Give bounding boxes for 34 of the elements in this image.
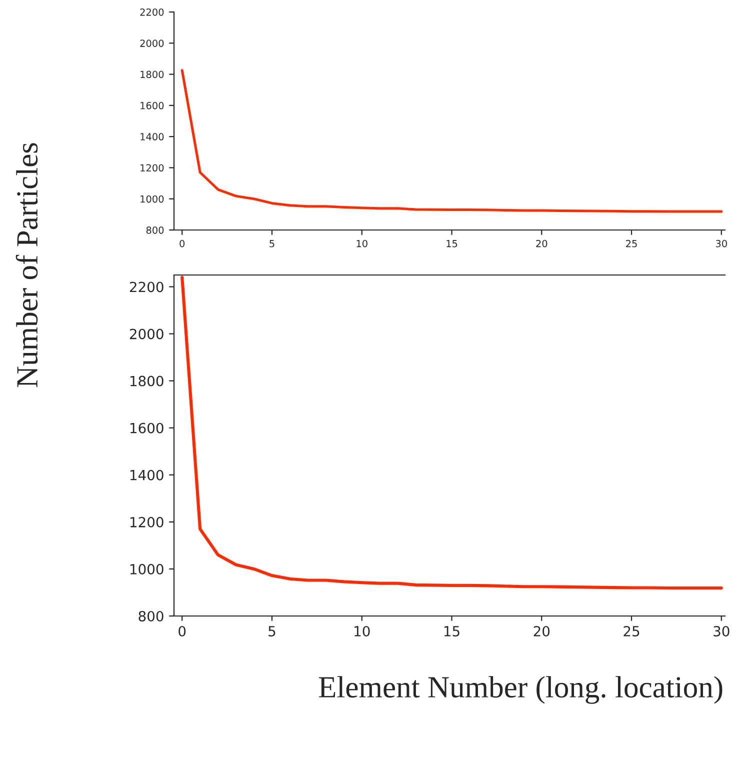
x-tick-label: 5 <box>268 626 276 636</box>
y-tick-label: 2200 <box>140 8 164 16</box>
y-tick-label: 2000 <box>140 40 164 47</box>
x-tick-label: 30 <box>714 626 730 636</box>
y-tick-label: 1600 <box>130 422 164 434</box>
x-tick-label: 10 <box>354 626 370 636</box>
x-tick-label: 10 <box>356 240 368 248</box>
line-series <box>180 69 723 213</box>
x-tick-label: 30 <box>716 240 727 248</box>
y-tick-label: 1000 <box>130 564 164 574</box>
y-axis-title: Number of Particles <box>16 143 38 388</box>
x-tick-label: 15 <box>444 626 460 636</box>
x-tick-label: 20 <box>536 240 548 248</box>
y-tick-label: 1800 <box>130 376 164 386</box>
y-tick-label: 1200 <box>130 516 164 528</box>
y-tick-label: 1400 <box>130 470 164 480</box>
y-tick-label: 1000 <box>140 195 164 203</box>
y-tick-label: 2000 <box>130 328 164 340</box>
x-tick-label: 25 <box>624 626 640 636</box>
x-tick-label: 15 <box>446 240 458 248</box>
x-axis-title: Element Number (long. location) <box>318 676 722 704</box>
y-tick-label: 800 <box>146 226 164 234</box>
x-tick-label: 0 <box>178 626 186 636</box>
x-tick-label: 25 <box>626 240 637 248</box>
x-tick-label: 0 <box>180 240 185 248</box>
y-tick-label: 1200 <box>140 164 164 172</box>
y-tick-label: 1800 <box>140 70 164 78</box>
y-tick-label: 2200 <box>130 282 164 292</box>
x-tick-label: 5 <box>270 240 274 248</box>
x-tick-label: 20 <box>534 626 550 636</box>
y-tick-label: 1400 <box>140 133 164 140</box>
y-tick-label: 1600 <box>140 102 164 110</box>
line-series <box>180 276 723 590</box>
y-tick-label: 800 <box>138 610 164 622</box>
